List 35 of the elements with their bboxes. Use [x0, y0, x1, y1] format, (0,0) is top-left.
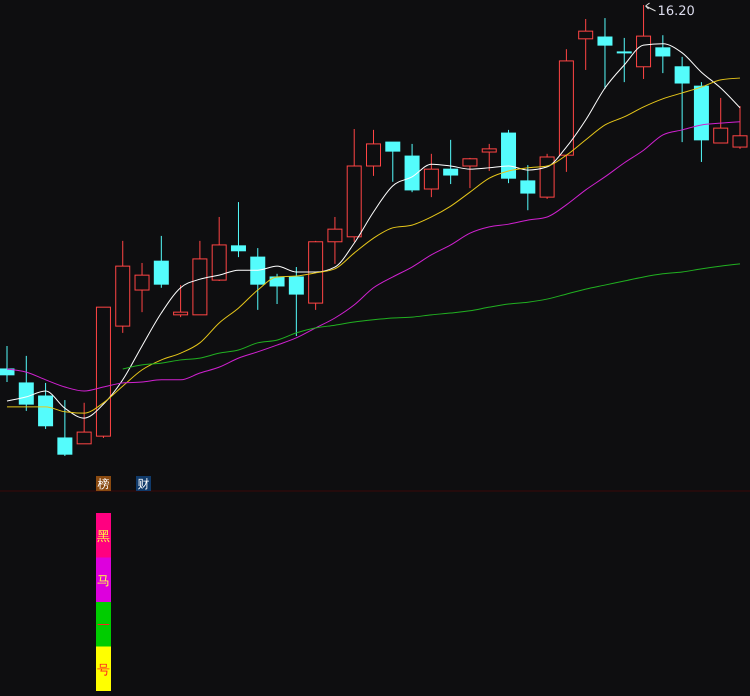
candlestick — [655, 34, 670, 74]
candlestick — [57, 400, 72, 456]
candlestick — [732, 106, 748, 150]
series-label: 马 — [97, 574, 110, 589]
candlestick — [327, 216, 342, 264]
series-label: 号 — [97, 662, 110, 678]
candlestick — [482, 143, 497, 172]
candlestick — [713, 97, 728, 144]
candlestick — [520, 164, 536, 211]
candlestick — [76, 402, 92, 444]
candlestick — [385, 142, 400, 182]
candlestick — [173, 284, 188, 318]
candlestick — [270, 273, 285, 305]
bar — [96, 558, 111, 602]
candlestick — [134, 262, 150, 313]
candlestick — [578, 18, 594, 70]
candlestick — [462, 157, 478, 189]
text: 榜 — [98, 477, 110, 491]
candlestick — [616, 37, 632, 83]
bar — [96, 602, 111, 646]
bar — [96, 646, 111, 691]
candlestick — [18, 355, 34, 412]
candlestick — [597, 18, 612, 90]
candlestick — [674, 56, 690, 143]
annotation: 16.20 — [658, 4, 695, 19]
candlestick — [443, 139, 458, 185]
candlestick — [424, 153, 439, 198]
candlestick — [230, 202, 246, 258]
candlestick — [288, 266, 304, 337]
series-label: 一 — [97, 618, 110, 634]
text: 财 — [138, 477, 150, 491]
series-label: 黑 — [97, 529, 110, 544]
candlestick — [154, 235, 169, 288]
candlestick — [0, 345, 14, 383]
candlestick — [366, 129, 381, 176]
